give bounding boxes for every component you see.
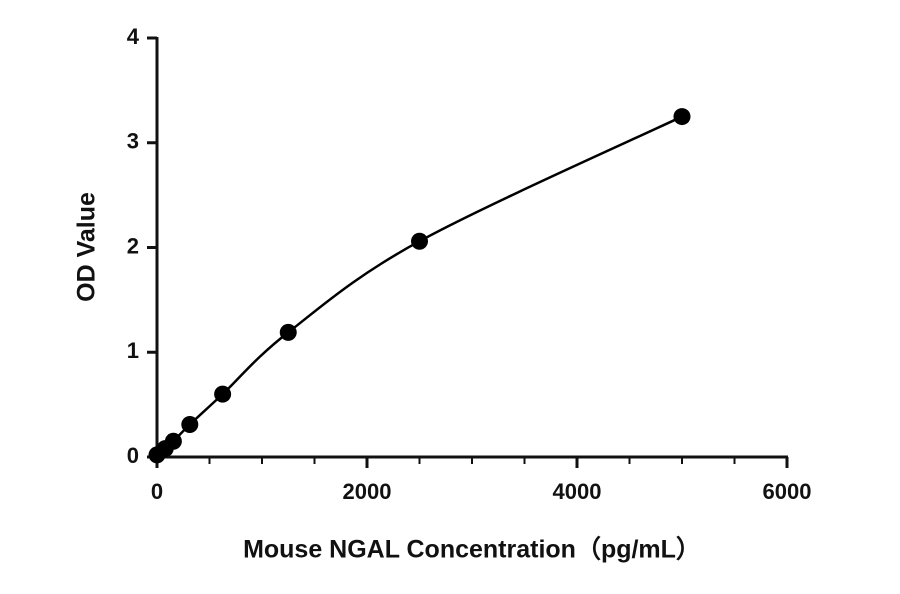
data-point xyxy=(181,416,199,434)
y-tick-label: 1 xyxy=(127,338,139,363)
x-axis-label: Mouse NGAL Concentration（pg/mL） xyxy=(243,535,701,564)
x-tick-label: 2000 xyxy=(343,479,392,504)
y-tick-label: 0 xyxy=(127,443,139,468)
x-tick-label: 4000 xyxy=(553,479,602,504)
y-tick-label: 4 xyxy=(127,24,140,49)
data-point xyxy=(411,232,428,250)
y-tick-label: 3 xyxy=(127,129,139,154)
data-point xyxy=(279,323,297,341)
x-tick-label: 0 xyxy=(151,479,163,504)
y-axis-label: OD Value xyxy=(73,192,101,302)
y-tick-label: 2 xyxy=(127,233,139,258)
fit-curve xyxy=(156,115,683,456)
data-point xyxy=(673,108,691,126)
data-point xyxy=(214,385,232,403)
data-point xyxy=(164,432,182,450)
x-tick-label: 6000 xyxy=(763,479,812,504)
